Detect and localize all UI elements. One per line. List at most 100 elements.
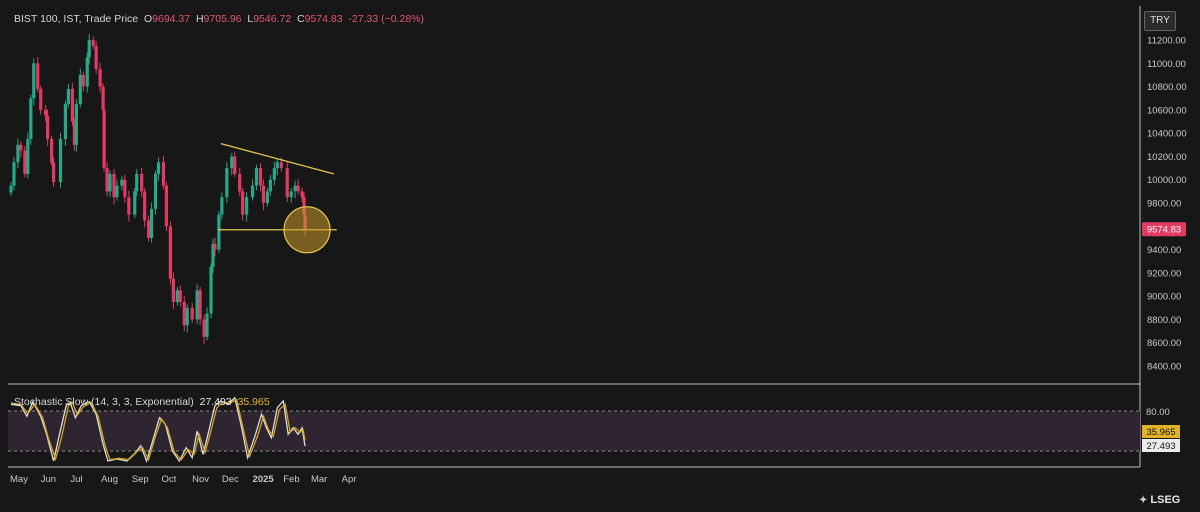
- candle-body: [19, 144, 23, 151]
- currency-button[interactable]: TRY: [1144, 11, 1176, 31]
- time-tick-label: Jun: [41, 474, 56, 485]
- candle-body: [66, 88, 71, 105]
- candle-body: [115, 185, 119, 198]
- candle-body: [46, 115, 50, 139]
- candle-body: [293, 185, 297, 192]
- price-tick-label: 10600.00: [1147, 105, 1187, 116]
- time-tick-label: Nov: [192, 474, 209, 485]
- candle-body: [102, 109, 106, 169]
- candle-body: [300, 191, 304, 198]
- candle-body: [156, 162, 161, 174]
- candle-body: [36, 63, 40, 89]
- candle-body: [135, 173, 139, 192]
- candle-body: [178, 290, 182, 302]
- open-label: O: [143, 13, 153, 25]
- candle-body: [195, 290, 199, 320]
- lseg-mark-icon: ✦: [1139, 495, 1148, 506]
- candle-body: [87, 40, 91, 58]
- price-tick-label: 8600.00: [1147, 338, 1181, 349]
- candle-body: [127, 197, 131, 215]
- stochastic-d-tag: 35.965: [1142, 425, 1180, 438]
- low-label: L: [247, 13, 254, 25]
- candle-body: [101, 86, 105, 110]
- candle-body: [147, 220, 151, 238]
- time-tick-label: Dec: [222, 474, 239, 485]
- lseg-logo: ✦ LSEG: [1139, 494, 1180, 506]
- candle-body: [26, 138, 30, 174]
- candle-body: [164, 185, 169, 227]
- close-label: C: [297, 13, 305, 25]
- candle-body: [198, 290, 202, 320]
- candle-body: [209, 267, 213, 314]
- candle-body: [258, 168, 263, 186]
- time-tick-label: May: [10, 474, 28, 485]
- last-price-tag: 9574.83: [1142, 222, 1186, 237]
- candle-body: [133, 191, 137, 215]
- stochastic-d-value: 35.965: [1146, 427, 1175, 438]
- price-tick-label: 10800.00: [1147, 82, 1187, 93]
- time-tick-label: Aug: [101, 474, 118, 485]
- candle-body: [250, 185, 255, 198]
- price-tick-label: 8800.00: [1147, 315, 1181, 326]
- stochastic-k-line: [10, 396, 306, 464]
- candle-body: [81, 74, 85, 87]
- candle-body: [202, 319, 206, 337]
- candle-body: [149, 208, 154, 238]
- price-tick-label: 9800.00: [1147, 199, 1181, 210]
- candle-body: [225, 168, 229, 198]
- candle-body: [220, 197, 224, 215]
- candle-body: [175, 290, 179, 302]
- close-value: 9574.83: [304, 13, 343, 25]
- candle-body: [108, 173, 112, 192]
- stochastic-d-readout: 35.965: [237, 396, 270, 408]
- candle-body: [63, 104, 68, 139]
- candle-body: [23, 150, 27, 174]
- candle-body: [112, 173, 116, 198]
- candle-body: [289, 191, 293, 198]
- candle-body: [105, 168, 109, 192]
- stochastic-title: Stochastic Slow (14, 3, 3, Exponential): [14, 396, 194, 408]
- candle-body: [74, 104, 78, 145]
- price-tick-label: 11200.00: [1147, 36, 1186, 47]
- candlestick-series: [9, 33, 307, 344]
- candle-body: [254, 168, 259, 186]
- trendline[interactable]: [220, 142, 334, 175]
- candle-body: [58, 138, 63, 183]
- candle-body: [302, 197, 306, 215]
- candle-body: [245, 197, 249, 215]
- candle-body: [230, 156, 234, 169]
- candle-body: [185, 307, 189, 326]
- change-value: -27.33 (−0.28%): [348, 13, 425, 25]
- stochastic-band: [8, 411, 1140, 451]
- candle-body: [272, 168, 276, 180]
- candle-body: [98, 69, 102, 87]
- price-tick-label: 11000.00: [1147, 59, 1186, 70]
- open-value: 9694.37: [152, 13, 191, 25]
- candle-body: [32, 63, 36, 99]
- candle-body: [72, 121, 76, 145]
- candle-body: [29, 98, 33, 139]
- candle-body: [213, 243, 217, 250]
- price-tick-label: 10200.00: [1147, 152, 1187, 163]
- price-tick-label: 10000.00: [1147, 175, 1187, 186]
- stochastic-header: Stochastic Slow (14, 3, 3, Exponential) …: [14, 396, 270, 408]
- candle-body: [140, 173, 144, 192]
- candle-body: [268, 179, 272, 192]
- candle-body: [217, 214, 221, 250]
- candle-body: [78, 74, 82, 105]
- low-value: 9546.72: [253, 13, 292, 25]
- price-tick-label: 9400.00: [1147, 245, 1181, 256]
- stochastic-k-value: 27.493: [1146, 441, 1175, 452]
- stochastic-k-tag: 27.493: [1142, 439, 1180, 452]
- candle-body: [39, 88, 43, 110]
- price-axis: 11200.00 11000.00 10800.00 10600.00 10400.00…: [1147, 36, 1187, 373]
- candle-body: [233, 156, 237, 174]
- candle-body: [261, 185, 266, 203]
- candle-body: [85, 57, 89, 87]
- candle-body: [275, 162, 279, 169]
- candle-body: [9, 185, 13, 193]
- high-value: 9705.96: [203, 13, 242, 25]
- candle-body: [285, 168, 289, 198]
- time-tick-label: Sep: [132, 474, 149, 485]
